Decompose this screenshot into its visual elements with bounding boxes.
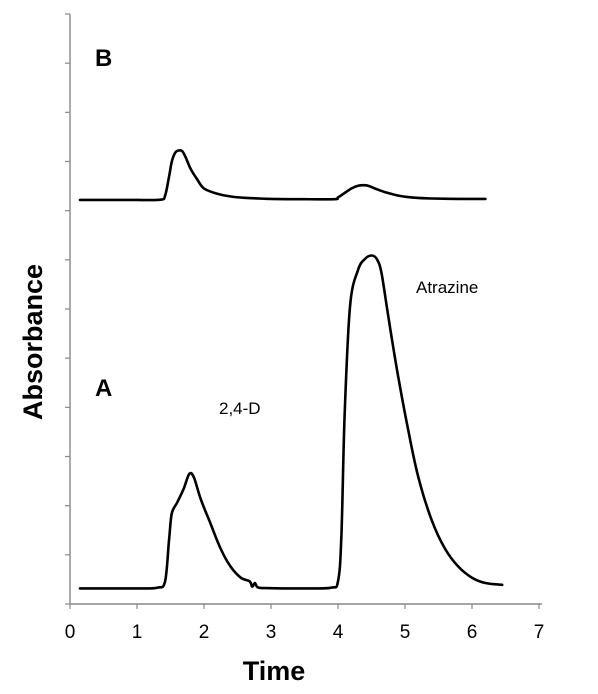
axes [69,14,542,605]
panel-label-b: B [95,45,112,72]
x-axis-title: Time [243,656,306,686]
x-tick-label: 3 [266,622,277,643]
x-tick-label: 1 [132,622,143,643]
x-tick-label: 7 [534,622,545,643]
y-axis-title: Absorbance [18,264,48,420]
series-layer [78,148,504,590]
annotation-2-4-d: 2,4-D [219,399,261,418]
trace-a-line [78,254,504,590]
x-tick-label: 5 [400,622,411,643]
panel-label-a: A [95,375,112,402]
y-ticks [65,13,70,605]
x-tick-label: 2 [199,622,210,643]
x-tick-label: 6 [467,622,478,643]
x-tick-label: 4 [333,622,344,643]
trace-b-line [78,148,487,202]
annotation-atrazine: Atrazine [416,278,478,297]
x-tick-label: 0 [65,622,76,643]
x-ticks: 0 1 2 3 4 5 6 7 [65,604,545,643]
